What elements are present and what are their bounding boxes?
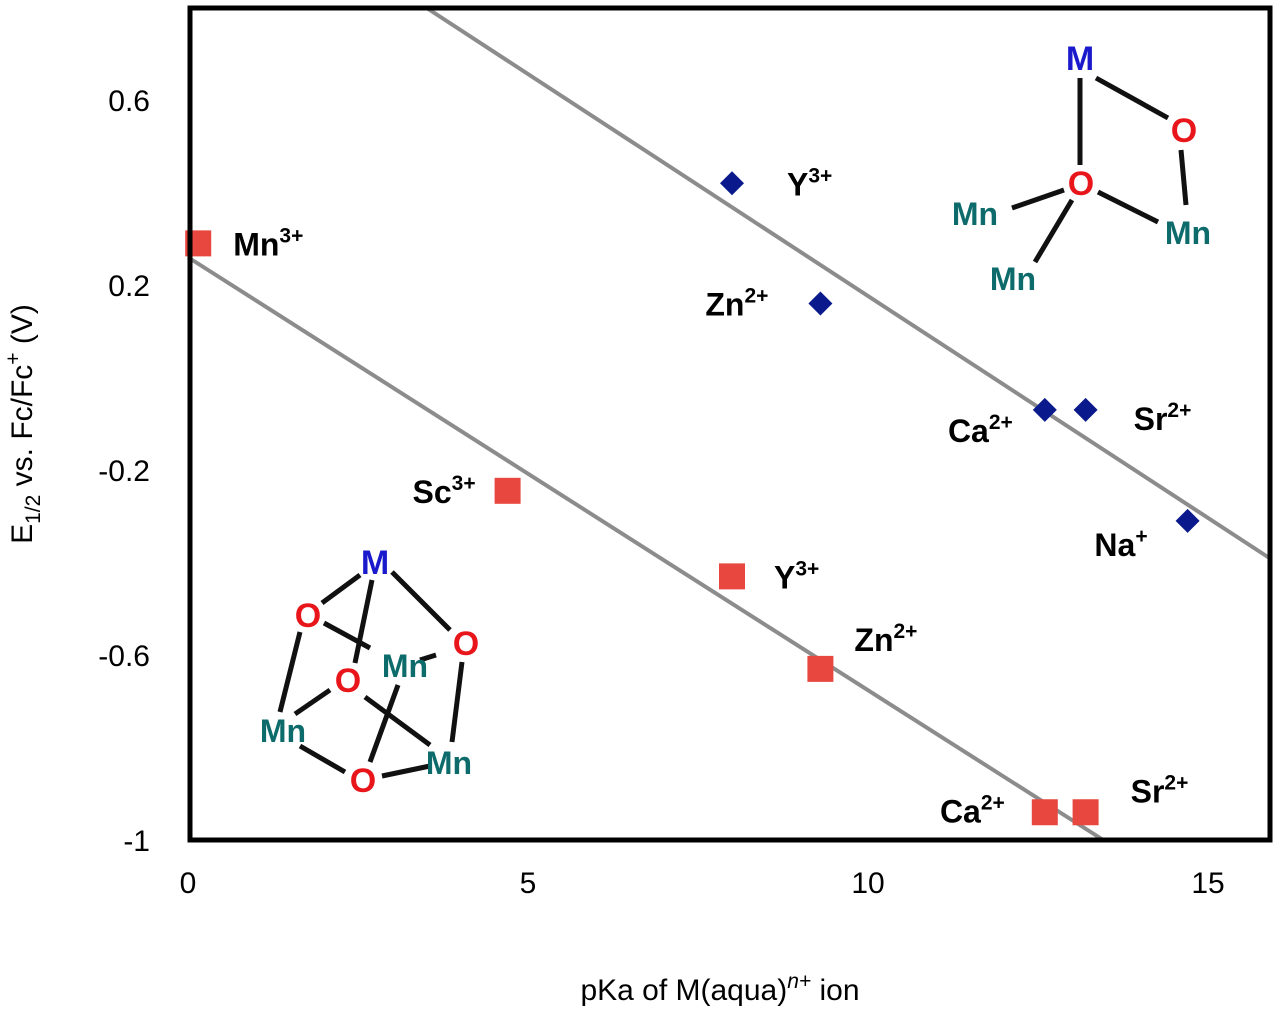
point-label: Ca2+	[940, 791, 1005, 829]
y-tick-label: -0.2	[98, 455, 150, 488]
point-label: Zn2+	[705, 285, 768, 323]
atom-O: O	[1171, 112, 1197, 150]
atom-Mn: Mn	[426, 745, 472, 781]
diamond-point	[1175, 508, 1200, 533]
x-axis-label: pKa of M(aqua)n+ ion	[580, 970, 859, 1007]
fit-line	[424, 5, 1271, 560]
square-point	[1072, 799, 1099, 826]
atom-Mn: Mn	[260, 713, 306, 749]
point-label: Y3+	[774, 557, 819, 595]
point-label: Sr2+	[1131, 771, 1189, 809]
y-tick-label: -1	[123, 825, 150, 858]
fit-line	[186, 255, 1105, 842]
y-tick-label: 0.6	[108, 85, 150, 118]
atom-Mn: Mn	[382, 648, 428, 684]
atom-O: O	[453, 625, 479, 663]
diamond-point	[1073, 397, 1098, 422]
diamond-point	[1032, 397, 1057, 422]
x-tick-label: 10	[851, 867, 884, 900]
atom-O: O	[1068, 165, 1094, 203]
x-tick-label: 0	[180, 867, 197, 900]
square-point	[807, 655, 834, 682]
inset-structure-cubane: M O O O O Mn Mn Mn	[260, 544, 479, 800]
diamond-point	[808, 291, 833, 316]
point-label: Na+	[1094, 525, 1147, 563]
atom-O: O	[335, 662, 361, 700]
atom-Mn: Mn	[1165, 215, 1211, 251]
y-tick-label: -0.6	[98, 640, 150, 673]
point-label: Y3+	[787, 164, 832, 202]
point-label: Ca2+	[948, 411, 1013, 449]
diamond-point	[720, 171, 744, 196]
atom-O: O	[295, 597, 321, 635]
x-tick-label: 15	[1191, 867, 1224, 900]
fit-lines	[186, 5, 1271, 842]
atom-Mn: Mn	[990, 261, 1036, 297]
plot-frame	[187, 5, 1273, 843]
data-points	[185, 171, 1200, 826]
x-tick-label: 5	[520, 867, 537, 900]
square-point	[719, 563, 745, 590]
point-label: Sr2+	[1134, 399, 1192, 437]
point-label: Mn3+	[233, 224, 303, 262]
y-axis-label: E1/2 vs. Fc/Fc+ (V)	[2, 304, 45, 544]
point-label: Zn2+	[854, 620, 917, 658]
inset-structure-upper: M O O Mn Mn Mn	[952, 40, 1211, 297]
atom-Mn: Mn	[952, 196, 998, 232]
square-point	[494, 477, 521, 504]
y-tick-label: 0.2	[108, 270, 150, 303]
atom-M: M	[1066, 40, 1094, 78]
point-label: Sc3+	[413, 472, 476, 510]
atom-O: O	[350, 762, 376, 800]
point-labels: Y3+ Zn2+ Ca2+ Sr2+ Na+ Mn3+ Sc3+ Y3+ Zn2+ Ca2+ Sr2…	[233, 164, 1191, 829]
square-point	[1031, 799, 1058, 826]
atom-M: M	[361, 544, 389, 582]
tick-labels: 0 5 10 15 0.6 0.2 -0.2 -0.6 -1	[98, 85, 1224, 900]
